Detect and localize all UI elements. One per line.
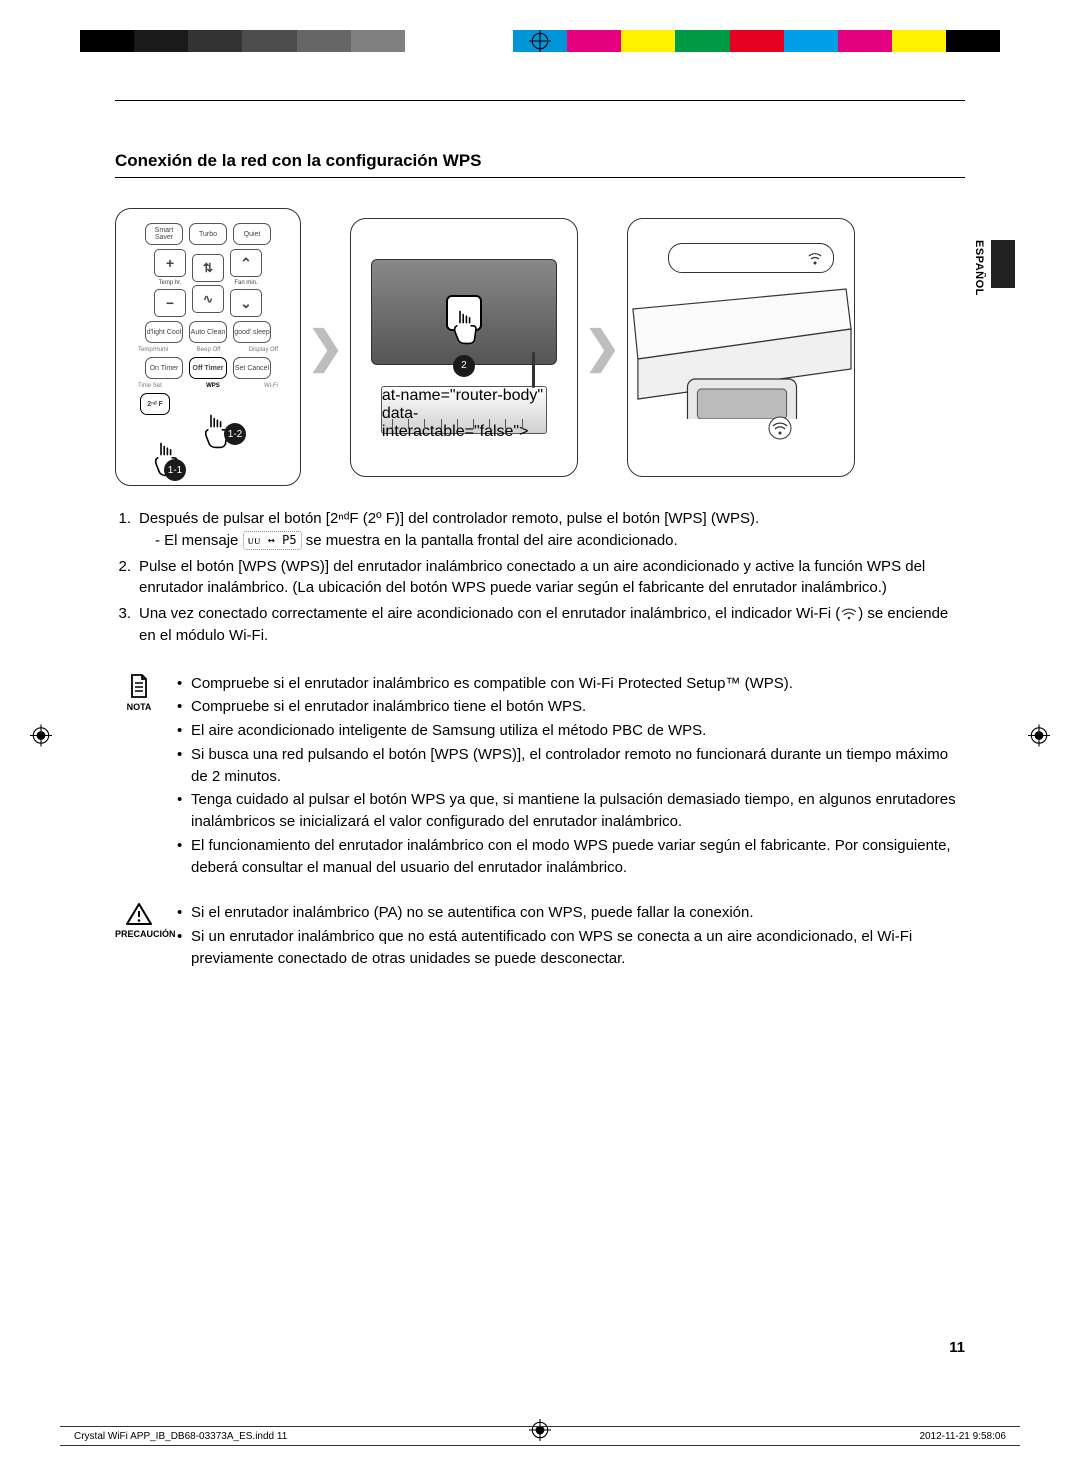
steps-list: 1. Después de pulsar el botón [2ⁿᵈF (2º …: [115, 508, 965, 647]
plus-btn: +: [154, 249, 186, 277]
print-footer: Crystal WiFi APP_IB_DB68-03373A_ES.indd …: [60, 1426, 1020, 1446]
remote-btn: good' sleep: [233, 321, 271, 343]
note-block: NOTA Compruebe si el enrutador inalámbri…: [115, 673, 965, 881]
remote-btn: Set Cancel: [233, 357, 271, 379]
temp-label: Temp hr.: [158, 280, 181, 286]
minus-btn: −: [154, 289, 186, 317]
display-msg-icon: ᴜᴜ ↔ P5: [243, 531, 302, 550]
registration-mark-left: [30, 725, 52, 752]
note-item: Compruebe si el enrutador inalámbrico es…: [177, 673, 965, 695]
wifi-on-icon: [768, 416, 792, 440]
figure-ac-unit: [627, 218, 855, 477]
step-num: 3.: [117, 603, 139, 647]
chevron-icon: ❯: [307, 322, 344, 373]
warning-icon: [125, 902, 153, 926]
wifi-module: [668, 243, 834, 273]
note-item: El aire acondicionado inteligente de Sam…: [177, 720, 965, 742]
language-tab: ESPAÑOL: [973, 240, 985, 296]
step-num: 1.: [117, 508, 139, 552]
section-title: Conexión de la red con la configuración …: [115, 151, 965, 178]
caution-label: PRECAUCIÓN: [115, 902, 163, 971]
remote-btn: d'light Cool: [145, 321, 183, 343]
swing-btn: ∿: [192, 285, 224, 313]
fan-label: Fan min.: [234, 280, 257, 286]
remote-btn: On Timer: [145, 357, 183, 379]
note-icon: [128, 673, 150, 699]
caution-item: Si un enrutador inalámbrico que no está …: [177, 926, 965, 970]
language-marker: [991, 240, 1015, 288]
figures-row: Smart Saver Turbo Quiet + Temp hr. − ⇅ ∿: [115, 208, 965, 486]
caution-item: Si el enrutador inalámbrico (PA) no se a…: [177, 902, 965, 924]
remote-btn: Smart Saver: [145, 223, 183, 245]
remote-btn: Turbo: [189, 223, 227, 245]
registration-mark-top: [529, 30, 551, 57]
figure-router: 2 at-name="router-body" data-interactabl…: [350, 218, 578, 477]
step-text: Pulse el botón [WPS (WPS)] del enrutador…: [139, 556, 965, 600]
note-item: Tenga cuidado al pulsar el botón WPS ya …: [177, 789, 965, 833]
down-btn: ⌄: [230, 289, 262, 317]
note-item: Si busca una red pulsando el botón [WPS …: [177, 744, 965, 788]
ac-body: [628, 279, 854, 419]
remote-btn: Auto Clean: [189, 321, 227, 343]
callout-1-2: 1-2: [224, 423, 246, 445]
wifi-icon: [840, 607, 858, 621]
step-num: 2.: [117, 556, 139, 600]
caution-block: PRECAUCIÓN Si el enrutador inalámbrico (…: [115, 902, 965, 971]
page-number: 11: [949, 1339, 965, 1356]
registration-mark-right: [1028, 725, 1050, 752]
antenna: [532, 352, 535, 388]
callout-2: 2: [453, 355, 475, 377]
note-item: Compruebe si el enrutador inalámbrico ti…: [177, 696, 965, 718]
mode-btn: ⇅: [192, 254, 224, 282]
footer-timestamp: 2012-11-21 9:58:06: [919, 1431, 1006, 1442]
remote-btn-2ndf: 2ⁿᵈ F: [140, 393, 170, 415]
horizontal-rule: [115, 100, 965, 101]
step-text: Una vez conectado correctamente el aire …: [139, 603, 965, 647]
step-text: Después de pulsar el botón [2ⁿᵈF (2º F)]…: [139, 508, 965, 552]
callout-1-1: 1-1: [164, 459, 186, 481]
up-btn: ⌃: [230, 249, 262, 277]
chevron-icon: ❯: [584, 322, 621, 373]
footer-filename: Crystal WiFi APP_IB_DB68-03373A_ES.indd …: [74, 1431, 287, 1442]
remote-btn-off-timer: Off Timer: [189, 357, 227, 379]
note-label: NOTA: [115, 673, 163, 881]
hand-icon: [447, 305, 481, 345]
figure-remote: Smart Saver Turbo Quiet + Temp hr. − ⇅ ∿: [115, 208, 301, 486]
wifi-icon: [807, 249, 823, 267]
remote-btn: Quiet: [233, 223, 271, 245]
note-item: El funcionamiento del enrutador inalámbr…: [177, 835, 965, 879]
